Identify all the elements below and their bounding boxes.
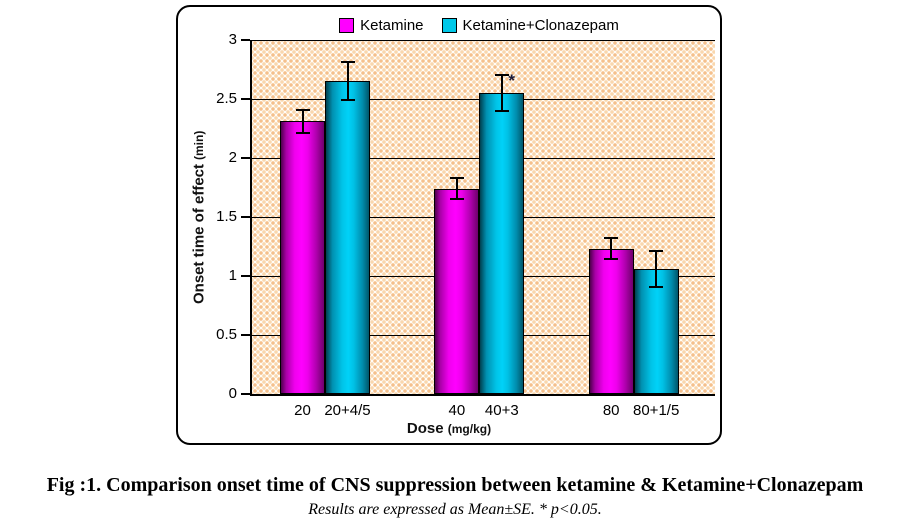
legend-label-ketamine: Ketamine [360, 16, 424, 34]
figure-caption: Fig :1. Comparison onset time of CNS sup… [46, 474, 864, 496]
error-bar [455, 178, 458, 200]
x-axis-title-unit: (mg/kg) [447, 422, 492, 436]
legend-swatch-ketamine [339, 17, 355, 33]
x-axis-title: Dose (mg/kg) [178, 420, 720, 437]
bar-20+4/5 [325, 81, 370, 394]
bar-40+3 [479, 93, 525, 394]
x-tick-label: 40+3 [484, 402, 519, 419]
y-tick-mark [241, 275, 250, 277]
error-bar-cap-bottom [494, 109, 509, 112]
y-tick-label: 0.5 [216, 326, 237, 343]
y-axis: 0 0.5 1 1.5 2 2.5 3 [178, 31, 250, 402]
x-tick-label: 20+4/5 [324, 402, 371, 419]
bar-80 [588, 248, 634, 394]
y-tick-label: 1.5 [216, 208, 237, 225]
legend-swatch-ketamine-clonazepam [441, 17, 457, 33]
error-bar-cap-top [604, 237, 619, 240]
legend: Ketamine Ketamine+Clonazepam [208, 15, 750, 35]
legend-item-ketamine: Ketamine [339, 16, 424, 34]
error-bar-cap-bottom [449, 198, 464, 201]
error-bar-cap-bottom [340, 99, 355, 102]
error-bar-cap-bottom [295, 132, 310, 135]
y-tick-mark [241, 334, 250, 336]
y-tick-mark [241, 39, 250, 41]
error-bar-cap-top [295, 108, 310, 111]
x-tick-label: 80 [602, 402, 620, 419]
error-bar-cap-bottom [649, 285, 664, 288]
error-bar [655, 251, 658, 287]
annotation-star: * [508, 71, 515, 91]
legend-item-ketamine-clonazepam: Ketamine+Clonazepam [441, 16, 619, 34]
x-tick-label: 80+1/5 [633, 402, 680, 419]
bar-20 [280, 121, 325, 394]
error-bar-cap-bottom [604, 258, 619, 261]
bar-40 [434, 188, 480, 394]
y-tick-label: 3 [228, 31, 237, 48]
error-bar-cap-top [340, 61, 355, 64]
chart: Ketamine Ketamine+Clonazepam Onset time … [176, 5, 722, 445]
y-tick-mark [241, 216, 250, 218]
y-tick-mark [241, 393, 250, 395]
bar-80+1/5 [633, 268, 679, 394]
y-tick-label: 2.5 [216, 90, 237, 107]
error-bar-cap-top [649, 250, 664, 253]
error-bar [610, 238, 613, 260]
y-tick-label: 0 [228, 385, 237, 402]
error-bar-cap-top [449, 177, 464, 180]
legend-label-ketamine-clonazepam: Ketamine+Clonazepam [462, 16, 619, 34]
x-axis-title-text: Dose [406, 420, 444, 437]
y-tick-label: 2 [228, 149, 237, 166]
y-tick-mark [241, 157, 250, 159]
plot-area: 20 40 80 20+4/5 40+3 80+1/5 * [250, 39, 715, 419]
y-tick-mark [241, 98, 250, 100]
error-bar-cap-top [494, 74, 509, 77]
error-bar [500, 75, 503, 111]
x-tick-label: 20 [294, 402, 311, 419]
y-tick-label: 1 [228, 267, 237, 284]
x-tick-label: 40 [448, 402, 466, 419]
grid-line [252, 39, 715, 41]
error-bar [346, 62, 349, 101]
error-bar [301, 109, 304, 134]
figure-subcaption: Results are expressed as Mean±SE. * p<0.… [308, 501, 602, 518]
